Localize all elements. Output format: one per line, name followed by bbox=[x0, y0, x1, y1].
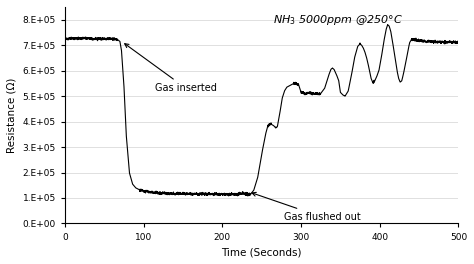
Text: Gas flushed out: Gas flushed out bbox=[252, 192, 360, 222]
Text: Gas inserted: Gas inserted bbox=[125, 44, 217, 93]
X-axis label: Time (Seconds): Time (Seconds) bbox=[221, 247, 302, 257]
Y-axis label: Resistance (Ω): Resistance (Ω) bbox=[7, 78, 17, 153]
Text: $NH_3$ 5000ppm @250°C: $NH_3$ 5000ppm @250°C bbox=[273, 13, 403, 27]
